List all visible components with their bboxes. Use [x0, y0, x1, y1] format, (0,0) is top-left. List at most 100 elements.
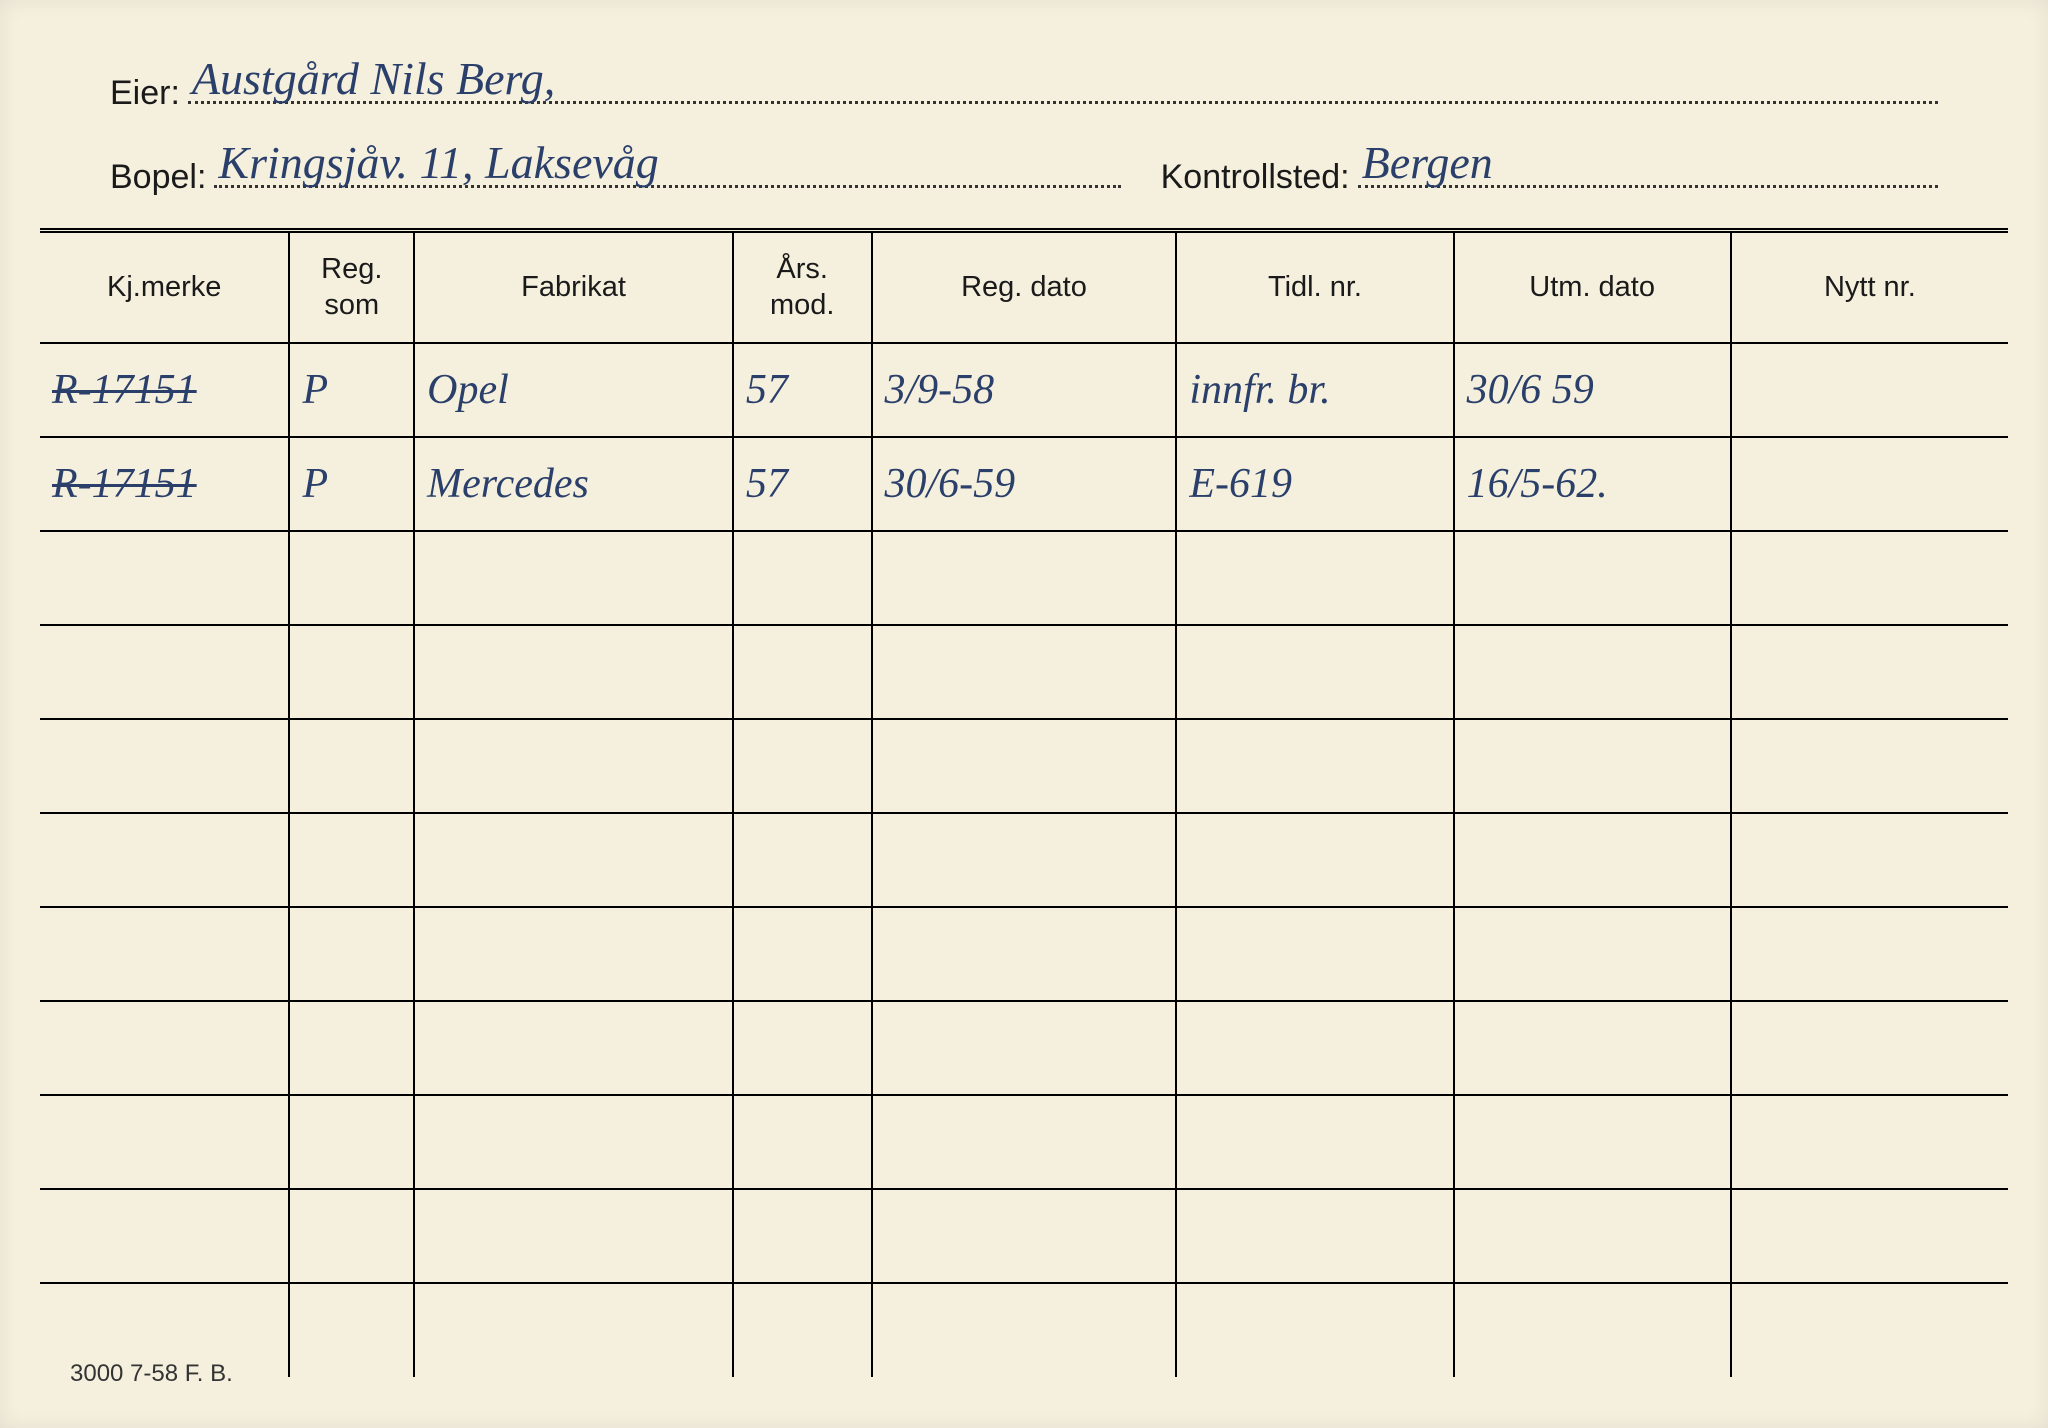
- residence-group: Bopel: Kringsjåv. 11, Laksevåg: [110, 144, 1121, 203]
- cell-empty: [872, 1189, 1177, 1283]
- cell-empty: [289, 1283, 414, 1377]
- cell-empty: [1454, 719, 1731, 813]
- cell-empty: [733, 1283, 872, 1377]
- table-row-empty: [40, 531, 2008, 625]
- cell-empty: [872, 907, 1177, 1001]
- cell-fabrikat-value: Mercedes: [427, 461, 589, 507]
- cell-empty: [1176, 625, 1453, 719]
- cell-empty: [289, 625, 414, 719]
- cell-empty: [289, 1189, 414, 1283]
- col-arsmod: Års. mod.: [733, 231, 872, 343]
- cell-empty: [40, 531, 289, 625]
- vehicle-table: Kj.merke Reg. som Fabrikat Års. mod. Reg…: [40, 228, 2008, 1377]
- cell-regsom-value: P: [302, 367, 328, 413]
- cell-empty: [872, 719, 1177, 813]
- residence-label: Bopel:: [110, 158, 206, 203]
- cell-empty: [1731, 813, 2008, 907]
- cell-utmdato-value: 30/6 59: [1467, 367, 1594, 413]
- cell-empty: [414, 1283, 733, 1377]
- cell-empty: [733, 531, 872, 625]
- address-row: Bopel: Kringsjåv. 11, Laksevåg Kontrolls…: [110, 144, 1938, 204]
- cell-empty: [1731, 719, 2008, 813]
- header-section: Eier: Austgård Nils Berg, Bopel: Kringsj…: [40, 60, 2008, 204]
- col-regsom: Reg. som: [289, 231, 414, 343]
- cell-regdato: 3/9-58: [872, 343, 1177, 437]
- table-row-empty: [40, 1001, 2008, 1095]
- col-regdato: Reg. dato: [872, 231, 1177, 343]
- cell-arsmod: 57: [733, 343, 872, 437]
- cell-empty: [1176, 1189, 1453, 1283]
- cell-regdato-value: 3/9-58: [885, 367, 995, 413]
- cell-empty: [872, 1283, 1177, 1377]
- control-group: Kontrollsted: Bergen: [1161, 144, 1938, 203]
- cell-empty: [1454, 813, 1731, 907]
- form-code: 3000 7-58 F. B.: [70, 1360, 233, 1388]
- cell-empty: [414, 531, 733, 625]
- cell-empty: [414, 1189, 733, 1283]
- cell-empty: [1454, 1189, 1731, 1283]
- cell-empty: [289, 1001, 414, 1095]
- cell-empty: [40, 1095, 289, 1189]
- cell-empty: [1176, 1001, 1453, 1095]
- cell-empty: [40, 813, 289, 907]
- cell-empty: [1176, 531, 1453, 625]
- cell-fabrikat: Mercedes: [414, 437, 733, 531]
- cell-tidlnr-value: innfr. br.: [1189, 367, 1330, 413]
- cell-empty: [733, 907, 872, 1001]
- cell-tidlnr-value: E-619: [1189, 461, 1292, 507]
- cell-kjmerke-value: R-17151: [52, 461, 197, 507]
- cell-empty: [1731, 1189, 2008, 1283]
- cell-regdato: 30/6-59: [872, 437, 1177, 531]
- table-body: R-17151POpel573/9-58innfr. br.30/6 59R-1…: [40, 343, 2008, 1377]
- cell-empty: [733, 1189, 872, 1283]
- cell-empty: [289, 531, 414, 625]
- cell-empty: [1731, 625, 2008, 719]
- cell-empty: [40, 1001, 289, 1095]
- cell-empty: [872, 1001, 1177, 1095]
- cell-utmdato-value: 16/5-62.: [1467, 461, 1608, 507]
- control-field: Bergen: [1358, 144, 1938, 188]
- cell-empty: [289, 907, 414, 1001]
- table-row-empty: [40, 1189, 2008, 1283]
- cell-empty: [40, 625, 289, 719]
- table-row-empty: [40, 1283, 2008, 1377]
- table-row-empty: [40, 719, 2008, 813]
- cell-empty: [1454, 531, 1731, 625]
- cell-arsmod: 57: [733, 437, 872, 531]
- col-kjmerke: Kj.merke: [40, 231, 289, 343]
- cell-empty: [872, 625, 1177, 719]
- table-header: Kj.merke Reg. som Fabrikat Års. mod. Reg…: [40, 231, 2008, 343]
- table-row: R-17151POpel573/9-58innfr. br.30/6 59: [40, 343, 2008, 437]
- cell-empty: [1176, 907, 1453, 1001]
- cell-empty: [1454, 625, 1731, 719]
- cell-empty: [872, 1095, 1177, 1189]
- cell-empty: [414, 1095, 733, 1189]
- cell-empty: [733, 1095, 872, 1189]
- cell-empty: [1731, 907, 2008, 1001]
- cell-empty: [414, 813, 733, 907]
- cell-empty: [1731, 1283, 2008, 1377]
- cell-tidlnr: E-619: [1176, 437, 1453, 531]
- cell-empty: [40, 1189, 289, 1283]
- owner-label: Eier:: [110, 74, 180, 119]
- table-row-empty: [40, 625, 2008, 719]
- cell-empty: [1454, 1001, 1731, 1095]
- cell-empty: [40, 907, 289, 1001]
- cell-empty: [289, 1095, 414, 1189]
- col-fabrikat: Fabrikat: [414, 231, 733, 343]
- cell-empty: [1454, 1283, 1731, 1377]
- cell-empty: [1731, 1001, 2008, 1095]
- cell-empty: [1454, 907, 1731, 1001]
- cell-arsmod-value: 57: [746, 367, 788, 413]
- cell-empty: [733, 1001, 872, 1095]
- cell-empty: [289, 813, 414, 907]
- table-row: R-17151PMercedes5730/6-59E-61916/5-62.: [40, 437, 2008, 531]
- cell-nyttnr: [1731, 343, 2008, 437]
- residence-field: Kringsjåv. 11, Laksevåg: [214, 144, 1120, 188]
- cell-empty: [733, 813, 872, 907]
- cell-arsmod-value: 57: [746, 461, 788, 507]
- cell-nyttnr: [1731, 437, 2008, 531]
- cell-fabrikat: Opel: [414, 343, 733, 437]
- control-label: Kontrollsted:: [1161, 158, 1350, 203]
- cell-empty: [733, 719, 872, 813]
